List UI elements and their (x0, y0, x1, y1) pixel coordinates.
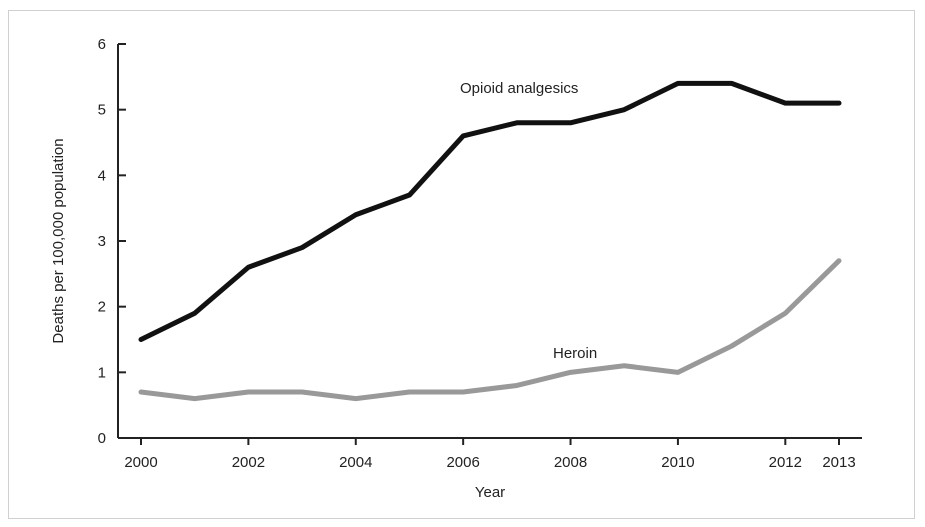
x-tick-label: 2010 (661, 454, 694, 471)
series-label-opioid-analgesics: Opioid analgesics (460, 80, 578, 97)
y-tick-label: 5 (98, 102, 106, 119)
x-tick-label: 2008 (554, 454, 587, 471)
y-tick-label: 6 (98, 36, 106, 53)
y-tick-label: 3 (98, 233, 106, 250)
y-tick-label: 4 (98, 167, 106, 184)
x-tick-label: 2013 (822, 454, 855, 471)
y-tick-label: 1 (98, 364, 106, 381)
x-tick-label: 2004 (339, 454, 372, 471)
axes (117, 44, 862, 439)
series-label-heroin: Heroin (553, 345, 597, 362)
y-axis-title: Deaths per 100,000 population (50, 138, 67, 343)
y-ticks: 0 1 2 3 4 5 6 (98, 36, 126, 447)
y-tick-label: 0 (98, 430, 106, 447)
x-ticks: 2000 2002 2004 2006 2008 2010 2012 2013 (124, 438, 856, 471)
x-axis-title: Year (475, 484, 505, 501)
series-group (138, 80, 842, 402)
x-tick-label: 2002 (232, 454, 265, 471)
series-line-opioid-analgesics (138, 80, 842, 342)
x-tick-label: 2012 (769, 454, 802, 471)
x-tick-label: 2006 (446, 454, 479, 471)
chart-frame (8, 10, 915, 519)
x-tick-label: 2000 (124, 454, 157, 471)
series-line-heroin (138, 258, 842, 402)
y-tick-label: 2 (98, 299, 106, 316)
